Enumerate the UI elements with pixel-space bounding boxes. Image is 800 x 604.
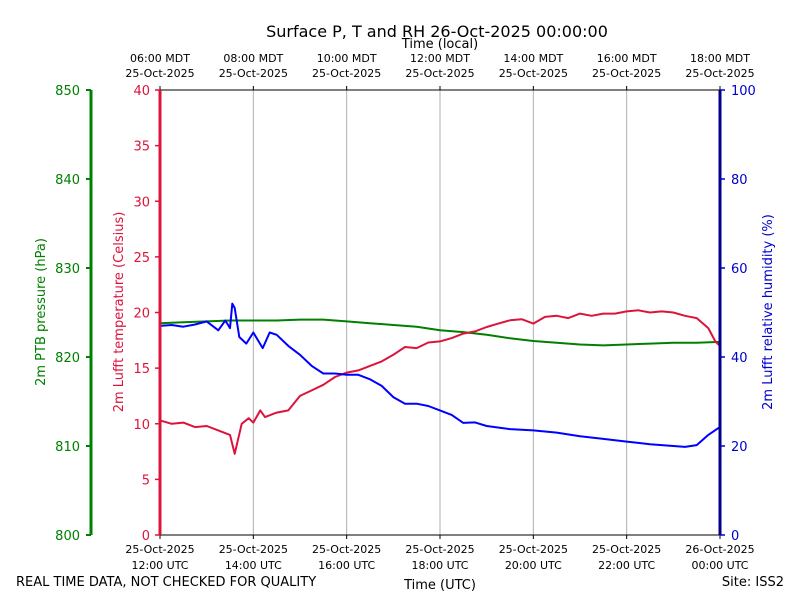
footer-site: Site: ISS2 [721,575,784,590]
temperature-tick-label: 0 [142,529,150,544]
temperature-tick-label: 10 [133,418,150,433]
x-tick-label-date: 26-Oct-2025 [685,543,754,556]
humidity-tick-label: 80 [731,173,748,188]
top-tick-label-time: 14:00 MDT [503,52,563,65]
top-tick-label-date: 25-Oct-2025 [499,67,568,80]
temperature-tick-label: 20 [133,307,150,322]
top-tick-label-date: 25-Oct-2025 [592,67,661,80]
temperature-tick-label: 25 [133,251,150,266]
top-axis-title: Time (local) [401,37,478,52]
x-tick-label-time: 22:00 UTC [598,559,655,572]
temperature-series-line [159,309,721,455]
top-tick-label-date: 25-Oct-2025 [219,67,288,80]
pressure-axis-label: 2m PTB pressure (hPa) [34,238,49,386]
temperature-tick-label: 5 [142,473,150,488]
humidity-tick-label: 0 [731,529,739,544]
pressure-tick-label: 820 [55,351,80,366]
x-tick-label-date: 25-Oct-2025 [499,543,568,556]
top-tick-label-date: 25-Oct-2025 [125,67,194,80]
pressure-tick-label: 810 [55,440,80,455]
humidity-tick-label: 20 [731,440,748,455]
temperature-tick-label: 15 [133,362,150,377]
pressure-tick-label: 800 [55,529,80,544]
top-tick-label-time: 18:00 MDT [690,52,750,65]
pressure-series-line [159,318,721,347]
humidity-series-line [159,302,721,448]
humidity-axis-label: 2m Lufft relative humidity (%) [761,214,776,410]
top-tick-label-time: 12:00 MDT [410,52,470,65]
pressure-tick-label: 830 [55,262,80,277]
top-tick-label-time: 06:00 MDT [130,52,190,65]
pressure-tick-label: 850 [55,84,80,99]
temperature-tick-label: 35 [133,140,150,155]
footer-disclaimer: REAL TIME DATA, NOT CHECKED FOR QUALITY [16,575,317,590]
series-layer [159,302,721,455]
top-tick-label-time: 16:00 MDT [597,52,657,65]
x-tick-label-time: 14:00 UTC [225,559,282,572]
x-axis-title: Time (UTC) [403,578,476,593]
top-tick-label-date: 25-Oct-2025 [312,67,381,80]
ticks-layer: 25-Oct-2025 12:00 UTC 25-Oct-2025 14:00 UTC… [55,52,756,572]
top-tick-label-time: 10:00 MDT [317,52,377,65]
humidity-tick-label: 100 [731,84,756,99]
temperature-tick-label: 40 [133,84,150,99]
temperature-tick-label: 30 [133,195,150,210]
x-tick-label-date: 25-Oct-2025 [312,543,381,556]
x-tick-label-time: 18:00 UTC [411,559,468,572]
x-tick-label-time: 20:00 UTC [505,559,562,572]
temperature-axis-label: 2m Lufft temperature (Celsius) [112,212,127,413]
chart-title: Surface P, T and RH 26-Oct-2025 00:00:00 [266,22,608,41]
x-tick-label-date: 25-Oct-2025 [125,543,194,556]
top-tick-label-date: 25-Oct-2025 [685,67,754,80]
x-tick-label-date: 25-Oct-2025 [219,543,288,556]
x-tick-label-time: 12:00 UTC [131,559,188,572]
x-tick-label-time: 16:00 UTC [318,559,375,572]
gridlines [252,90,628,535]
x-tick-label-date: 25-Oct-2025 [592,543,661,556]
top-tick-label-date: 25-Oct-2025 [405,67,474,80]
x-tick-label-time: 00:00 UTC [691,559,748,572]
pressure-tick-label: 840 [55,173,80,188]
humidity-tick-label: 60 [731,262,748,277]
humidity-tick-label: 40 [731,351,748,366]
x-tick-label-date: 25-Oct-2025 [405,543,474,556]
top-tick-label-time: 08:00 MDT [223,52,283,65]
